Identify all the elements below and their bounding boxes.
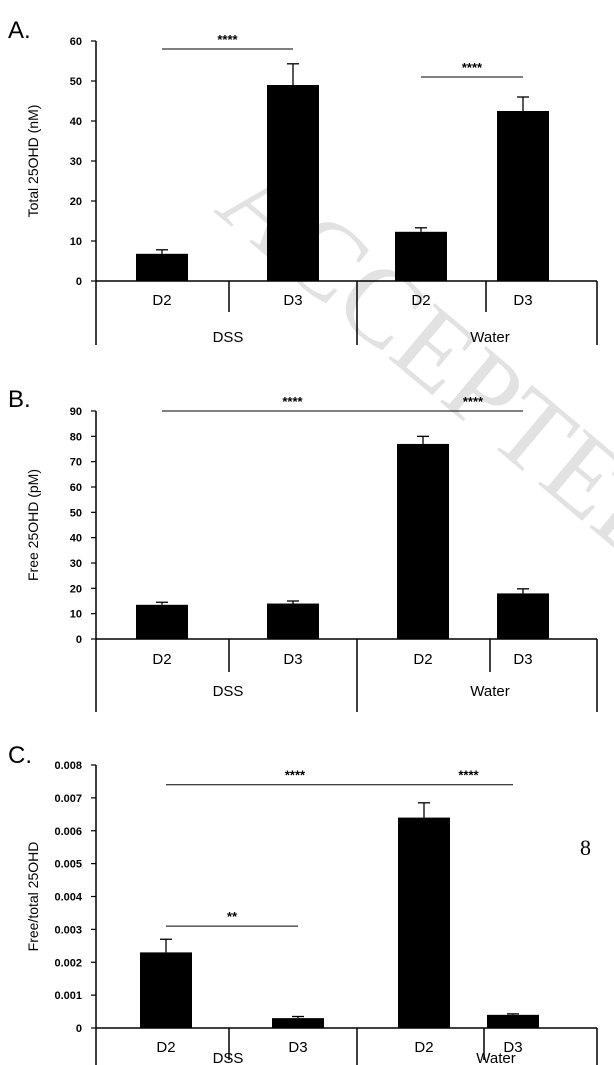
y-tick-label: 60 [70,36,82,48]
bar [140,952,192,1028]
y-tick-label: 0.002 [54,957,82,969]
significance-label: ** [227,909,238,924]
significance-label: **** [285,768,306,783]
y-tick-label: 0.005 [54,859,82,871]
x-category-label: D2 [156,1039,175,1056]
x-category-label: D2 [152,292,171,309]
x-group-label: Water [470,683,509,700]
panel-letter: B. [8,386,31,413]
chart-panel-c: C. Free/total 25OHD 0 0.001 0.002 0.003 0.004 0… [8,742,598,1065]
chart-panels: A. Total 25OHD (nM) 0 10 20 30 40 50 60 D2 D3 D2 D3 D… [8,17,598,1065]
y-tick-label: 10 [70,609,82,621]
y-tick-label: 30 [70,558,82,570]
significance-label: **** [217,32,238,47]
bar [136,604,188,639]
y-tick-label: 20 [70,196,82,208]
y-tick-label: 0.001 [54,990,82,1002]
chart-panel-a: A. Total 25OHD (nM) 0 10 20 30 40 50 60 D2 D3 D2 D3 D… [8,17,598,346]
panel-letter: A. [8,17,31,44]
chart-panel-b: B. Free 25OHD (pM) 0 10 20 30 40 50 60 70 80 90 D2 D3… [8,386,598,712]
y-axis-label: Free 25OHD (pM) [25,469,41,581]
y-tick-label: 40 [70,533,82,545]
bar [398,817,450,1028]
x-category-label: D3 [503,1039,522,1056]
y-tick-label: 50 [70,507,82,519]
bar [136,253,188,281]
x-group-label: Water [470,329,509,346]
x-category-label: D3 [288,1039,307,1056]
x-category-label: D2 [152,651,171,668]
significance-label: **** [462,60,483,75]
y-tick-label: 90 [70,406,82,418]
x-group-label: DSS [213,329,244,346]
y-tick-label: 0.003 [54,924,82,936]
bar [497,593,549,639]
y-tick-label: 50 [70,76,82,88]
y-tick-label: 20 [70,583,82,595]
significance-label: **** [458,768,479,783]
y-axis-label: Free/total 25OHD [25,842,41,952]
x-category-label: D3 [513,292,532,309]
x-category-label: D2 [411,292,430,309]
x-group-label: Water [476,1050,515,1065]
significance-label: **** [463,394,484,409]
y-tick-label: 10 [70,236,82,248]
x-category-label: D2 [413,651,432,668]
y-tick-label: 60 [70,482,82,494]
y-tick-label: 0 [76,1023,82,1035]
y-tick-label: 0 [76,634,82,646]
y-tick-label: 0.004 [54,892,82,904]
y-tick-label: 80 [70,431,82,443]
bar [272,1018,324,1028]
x-category-label: D3 [283,651,302,668]
y-tick-label: 70 [70,457,82,469]
bar [395,231,447,281]
bar [267,603,319,639]
y-tick-label: 0.007 [54,793,82,805]
bar [397,443,449,639]
significance-label: **** [282,394,303,409]
x-category-label: D3 [283,292,302,309]
panel-letter: C. [8,742,32,769]
y-tick-label: 30 [70,156,82,168]
x-group-label: DSS [213,1050,244,1065]
y-tick-label: 0 [76,276,82,288]
bar [487,1014,539,1028]
y-axis-label: Total 25OHD (nM) [25,105,41,218]
x-category-label: D2 [414,1039,433,1056]
bar [497,111,549,281]
page-number: 8 [580,835,591,860]
y-tick-label: 0.006 [54,826,82,838]
bar [267,85,319,281]
y-tick-label: 0.008 [54,760,82,772]
y-tick-label: 40 [70,116,82,128]
x-group-label: DSS [213,683,244,700]
x-category-label: D3 [513,651,532,668]
